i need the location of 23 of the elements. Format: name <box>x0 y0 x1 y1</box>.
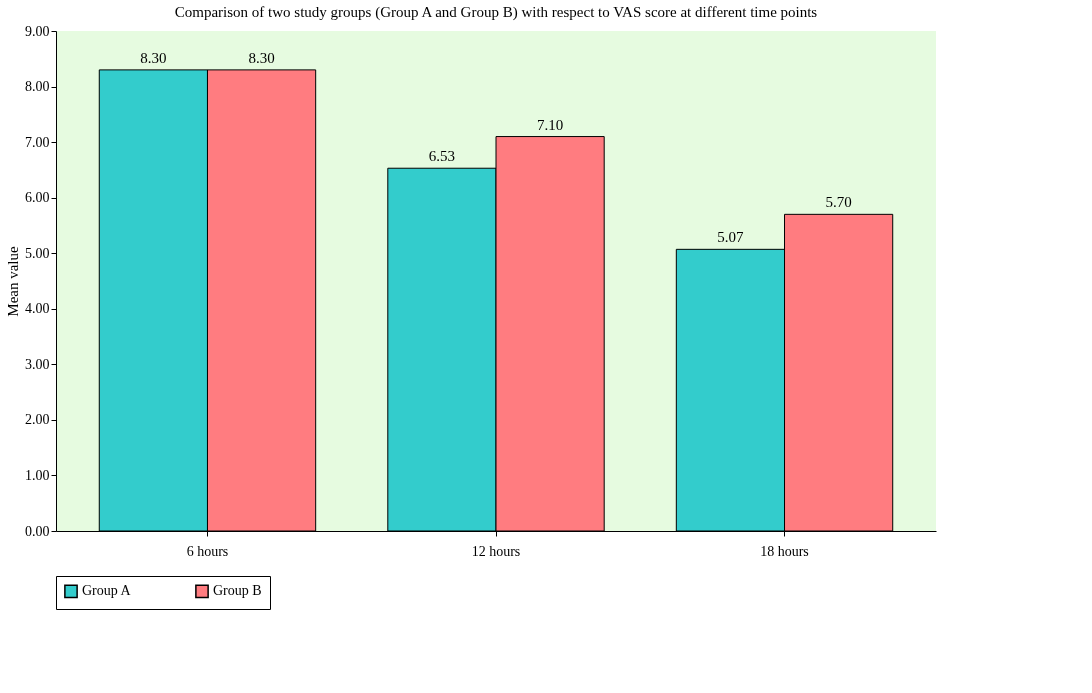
y-tick-label: 2.00 <box>25 412 50 428</box>
y-tick-label: 8.00 <box>25 79 50 95</box>
y-tick-label: 5.00 <box>25 245 50 261</box>
data-label: 5.07 <box>717 229 745 246</box>
x-tick-label: 18 hours <box>760 543 809 559</box>
y-tick-label: 4.00 <box>25 301 50 317</box>
data-label: 8.30 <box>140 49 167 66</box>
legend-label: Group B <box>213 583 262 599</box>
y-tick-label: 6.00 <box>25 190 50 206</box>
data-label: 7.10 <box>536 116 564 133</box>
data-label: 5.70 <box>825 194 852 211</box>
y-axis-title: Mean value <box>5 245 21 317</box>
y-tick-label: 0.00 <box>25 523 50 539</box>
y-tick-label: 9.00 <box>25 23 50 39</box>
data-label: 6.53 <box>428 148 456 165</box>
y-tick-label: 3.00 <box>25 356 50 372</box>
x-tick-label: 6 hours <box>186 543 229 559</box>
data-label: 8.30 <box>248 49 275 66</box>
y-tick-label: 1.00 <box>25 467 50 483</box>
x-tick-label: 12 hours <box>471 543 521 559</box>
chart-title: Comparison of two study groups (Group A and Group B) with respect to VAS score at different time points <box>174 4 818 21</box>
legend-label: Group A <box>82 583 132 599</box>
y-tick-label: 7.00 <box>25 134 50 150</box>
